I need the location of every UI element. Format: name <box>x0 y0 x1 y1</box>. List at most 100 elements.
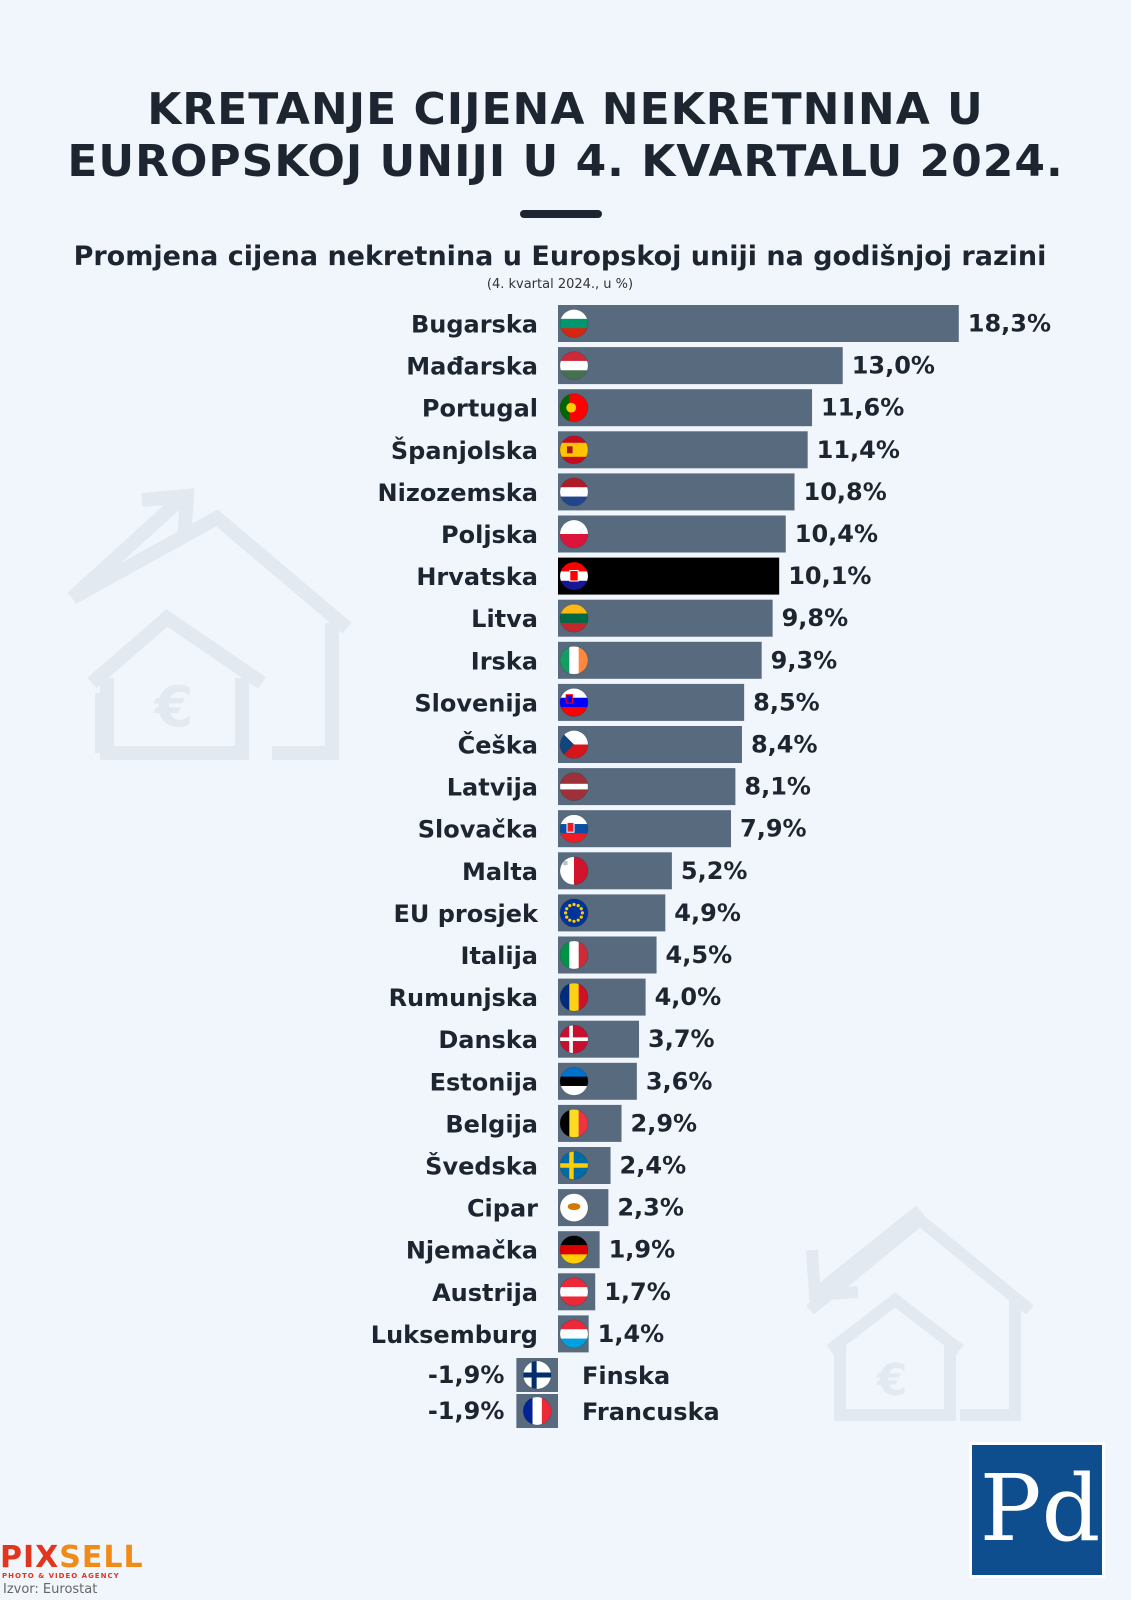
page-title: KRETANJE CIJENA NEKRETNINA U EUROPSKOJ U… <box>0 84 1131 188</box>
flag-hu-icon <box>559 351 589 381</box>
flag-lu-icon <box>559 1319 589 1349</box>
category-label-lv: Latvija <box>447 774 538 802</box>
flag-at-icon <box>559 1277 589 1307</box>
bar-pl <box>558 515 786 553</box>
value-label-at: 1,7% <box>604 1278 671 1306</box>
category-label-de: Njemačka <box>406 1237 538 1265</box>
flag-hr-icon <box>559 561 589 591</box>
flag-bg-icon <box>559 309 589 338</box>
bar-bg <box>558 305 959 342</box>
flag-ie-icon <box>559 645 589 675</box>
flag-ro-icon <box>559 982 589 1012</box>
category-label-fr: Francuska <box>582 1398 720 1426</box>
value-label-nl: 10,8% <box>804 478 887 506</box>
category-label-ie: Irska <box>471 647 538 675</box>
svg-text:€: € <box>153 675 194 740</box>
flag-it-icon <box>559 940 589 970</box>
category-label-lu: Luksemburg <box>371 1321 538 1349</box>
category-label-bg: Bugarska <box>411 311 538 339</box>
category-label-cz: Češka <box>458 730 538 760</box>
bar-es <box>558 431 808 469</box>
flag-cz-icon <box>559 730 589 759</box>
source-note: Izvor: Eurostat <box>3 1582 98 1597</box>
value-label-be: 2,9% <box>631 1109 698 1137</box>
category-label-be: Belgija <box>445 1110 538 1138</box>
flag-lt-icon <box>559 603 589 633</box>
value-label-ee: 3,6% <box>646 1067 713 1095</box>
value-label-bg: 18,3% <box>968 310 1051 338</box>
pixsell-logo: PIXSELL <box>0 1540 144 1575</box>
pd-logo-text: Pd <box>979 1455 1101 1562</box>
flag-cy-icon <box>559 1193 589 1222</box>
flag-nl-icon <box>559 477 589 507</box>
value-label-lu: 1,4% <box>598 1320 665 1348</box>
flag-mt-icon <box>559 856 589 886</box>
pixsell-subtitle: PHOTO & VIDEO AGENCY <box>2 1572 120 1580</box>
value-label-se: 2,4% <box>620 1152 687 1180</box>
bar-lt <box>558 599 773 637</box>
category-label-es: Španjolska <box>391 435 538 465</box>
category-label-pl: Poljska <box>441 521 538 549</box>
value-label-si: 8,5% <box>753 688 820 716</box>
value-label-ie: 9,3% <box>771 646 838 674</box>
flag-pt-icon <box>559 393 589 423</box>
bar-pt <box>558 389 813 427</box>
category-label-nl: Nizozemska <box>378 479 538 507</box>
flag-fr-icon <box>522 1396 552 1426</box>
flag-be-icon <box>559 1109 589 1138</box>
category-label-mt: Malta <box>462 858 538 886</box>
category-label-lt: Litva <box>471 605 538 633</box>
value-label-it: 4,5% <box>666 941 733 969</box>
title-divider <box>520 210 602 218</box>
value-label-mt: 5,2% <box>681 857 748 885</box>
house-arrow-down-icon: € <box>806 1205 1034 1421</box>
value-label-sk: 7,9% <box>740 815 807 843</box>
pixsell-logo-part2: SELL <box>59 1540 144 1575</box>
category-label-hr: Hrvatska <box>416 563 538 591</box>
category-label-cy: Cipar <box>467 1195 538 1223</box>
flag-dk-icon <box>559 1024 589 1054</box>
value-label-dk: 3,7% <box>648 1025 715 1053</box>
category-label-fi: Finska <box>582 1362 670 1390</box>
pd-logo: Pd <box>969 1442 1105 1578</box>
chart-note: (4. kvartal 2024., u %) <box>486 277 634 292</box>
title-line-2: EUROPSKOJ UNIJI U 4. KVARTALU 2024. <box>67 136 1064 187</box>
value-label-es: 11,4% <box>817 436 900 464</box>
value-label-eu: 4,9% <box>674 899 741 927</box>
chart-subtitle: Promjena cijena nekretnina u Europskoj u… <box>73 241 1047 272</box>
flag-eu-icon <box>559 898 589 928</box>
value-label-cy: 2,3% <box>617 1194 684 1222</box>
flag-si-icon <box>559 688 589 717</box>
bar-hu <box>558 347 843 385</box>
flag-fi-icon <box>522 1360 552 1390</box>
category-label-pt: Portugal <box>422 395 538 423</box>
bar-cz <box>558 726 742 763</box>
category-label-se: Švedska <box>425 1151 538 1181</box>
category-label-hu: Mađarska <box>406 353 538 381</box>
flag-pl-icon <box>559 519 589 549</box>
bar-si <box>558 683 745 721</box>
category-label-it: Italija <box>461 942 538 970</box>
flag-sk-icon <box>559 814 589 844</box>
value-label-hu: 13,0% <box>852 352 935 380</box>
value-label-lv: 8,1% <box>744 773 811 801</box>
bar-hr <box>558 557 780 595</box>
value-label-hr: 10,1% <box>788 562 871 590</box>
category-label-sk: Slovačka <box>418 816 538 844</box>
bar-chart: Bugarska 18,3% Mađarska 13,0% Portugal 11,6% Š… <box>371 305 1051 1428</box>
value-label-lt: 9,8% <box>782 604 849 632</box>
pixsell-logo-part1: PIX <box>0 1540 60 1575</box>
category-label-eu: EU prosjek <box>394 900 540 928</box>
category-label-ee: Estonija <box>430 1068 538 1096</box>
value-label-pl: 10,4% <box>795 520 878 548</box>
title-line-1: KRETANJE CIJENA NEKRETNINA U <box>147 84 984 135</box>
bar-ie <box>558 641 762 679</box>
value-label-de: 1,9% <box>609 1236 676 1264</box>
value-label-pt: 11,6% <box>821 394 904 422</box>
flag-ee-icon <box>559 1066 589 1096</box>
svg-text:€: € <box>876 1355 908 1406</box>
value-label-fi: -1,9% <box>428 1361 505 1389</box>
flag-lv-icon <box>559 772 589 801</box>
category-label-dk: Danska <box>438 1026 538 1054</box>
value-label-ro: 4,0% <box>655 983 722 1011</box>
